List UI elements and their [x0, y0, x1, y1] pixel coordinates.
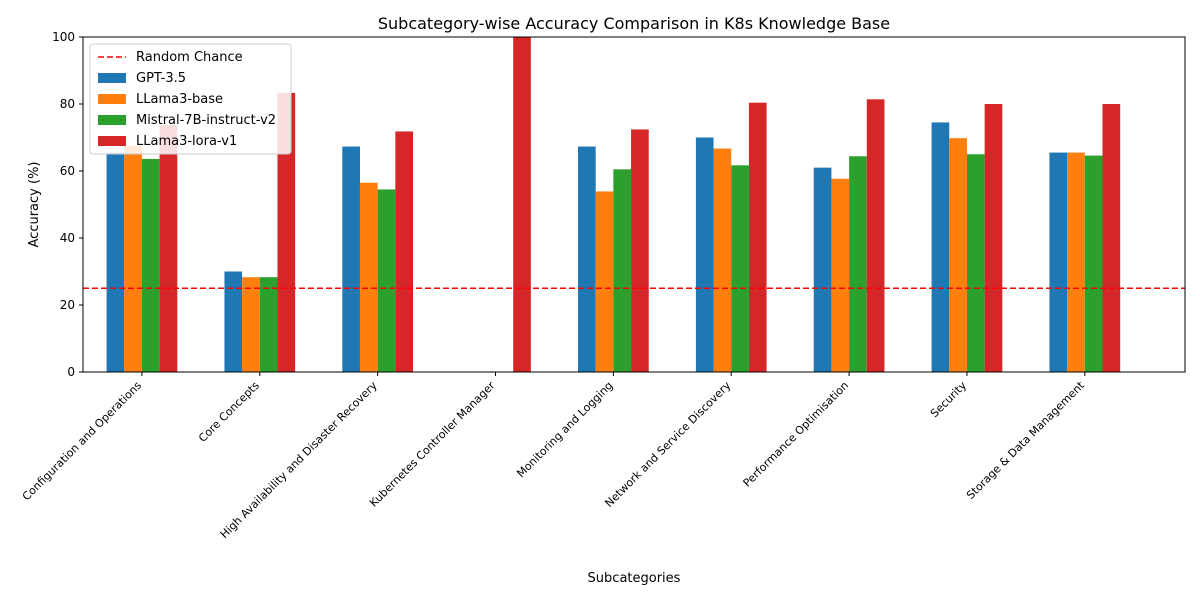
x-tick-label: Network and Service Discovery	[602, 379, 733, 510]
legend-box	[89, 43, 292, 155]
bar-llama3-base-0	[124, 145, 142, 372]
bar-mistral-7b-instruct-v2-2	[377, 189, 396, 372]
legend-swatch-mistral-7b-instruct-v2	[98, 115, 126, 125]
x-tick-label: Storage & Data Management	[964, 378, 1087, 501]
y-axis-label: Accuracy (%)	[27, 162, 42, 248]
y-tick-label: 20	[60, 298, 75, 312]
bar-llama3-lora-v1-2	[395, 131, 414, 372]
bar-gpt-3-5-7	[931, 122, 950, 372]
x-tick-label: Core Concepts	[196, 379, 262, 445]
bar-gpt-3-5-8	[1049, 152, 1068, 372]
x-tick-label: Configuration and Operations	[20, 379, 144, 503]
bar-gpt-3-5-5	[695, 137, 714, 372]
legend: Random Chance GPT-3.5 LLama3-base Mistral-7…	[89, 43, 292, 155]
y-tick-label: 100	[52, 30, 75, 44]
bar-llama3-lora-v1-6	[866, 99, 885, 372]
bar-mistral-7b-instruct-v2-7	[966, 154, 985, 372]
x-axis-label: Subcategories	[588, 571, 681, 586]
legend-swatch-gpt-3-5	[98, 73, 126, 83]
x-axis: Configuration and Operations Core Concept…	[20, 372, 1087, 541]
bar-mistral-7b-instruct-v2-4	[613, 169, 632, 372]
bar-llama3-lora-v1-8	[1102, 104, 1121, 372]
x-tick-label: Kubernetes Controller Manager	[367, 379, 498, 510]
bar-llama3-base-6	[831, 178, 850, 372]
legend-label-llama3-base: LLama3-base	[136, 92, 223, 107]
legend-label-llama3-lora-v1: LLama3-lora-v1	[136, 134, 237, 149]
bar-mistral-7b-instruct-v2-6	[849, 156, 867, 372]
bar-mistral-7b-instruct-v2-8	[1084, 155, 1103, 372]
bar-llama3-lora-v1-0	[159, 124, 178, 373]
bar-llama3-base-8	[1067, 152, 1085, 372]
bar-llama3-base-5	[713, 148, 732, 372]
x-tick-label: Security	[928, 379, 969, 420]
legend-label-gpt-3-5: GPT-3.5	[136, 71, 186, 86]
x-tick-label: Monitoring and Logging	[514, 379, 615, 480]
y-tick-label: 40	[60, 231, 75, 245]
bar-llama3-lora-v1-7	[984, 104, 1003, 372]
bar-llama3-lora-v1-1	[277, 92, 296, 372]
y-tick-label: 0	[67, 365, 75, 379]
bar-llama3-base-2	[359, 182, 378, 372]
bar-mistral-7b-instruct-v2-1	[259, 277, 278, 372]
bar-llama3-lora-v1-3	[513, 37, 531, 372]
y-tick-label: 60	[60, 164, 75, 178]
bar-gpt-3-5-1	[224, 271, 243, 372]
legend-random-chance-label: Random Chance	[136, 50, 243, 65]
bar-llama3-base-7	[949, 138, 967, 372]
bar-gpt-3-5-0	[106, 152, 125, 372]
bar-llama3-lora-v1-4	[631, 129, 649, 372]
bar-gpt-3-5-2	[342, 146, 360, 372]
chart-title: Subcategory-wise Accuracy Comparison in …	[378, 14, 890, 33]
bar-mistral-7b-instruct-v2-0	[141, 158, 160, 372]
bar-llama3-base-1	[242, 277, 260, 372]
legend-swatch-llama3-base	[98, 94, 126, 104]
plot-frame	[82, 36, 1186, 373]
bar-llama3-lora-v1-5	[748, 102, 767, 372]
bar-llama3-base-4	[595, 191, 614, 372]
y-tick-label: 80	[60, 97, 75, 111]
bar-gpt-3-5-6	[813, 167, 832, 372]
bars-layer	[106, 37, 1121, 373]
legend-swatch-llama3-lora-v1	[98, 136, 126, 146]
legend-label-mistral-7b-instruct-v2: Mistral-7B-instruct-v2	[136, 113, 276, 128]
x-tick-label: Performance Optimisation	[741, 379, 852, 490]
bar-gpt-3-5-4	[578, 146, 596, 372]
bar-mistral-7b-instruct-v2-5	[731, 165, 749, 372]
y-axis: 0 20 40 60 80 100	[52, 30, 83, 379]
